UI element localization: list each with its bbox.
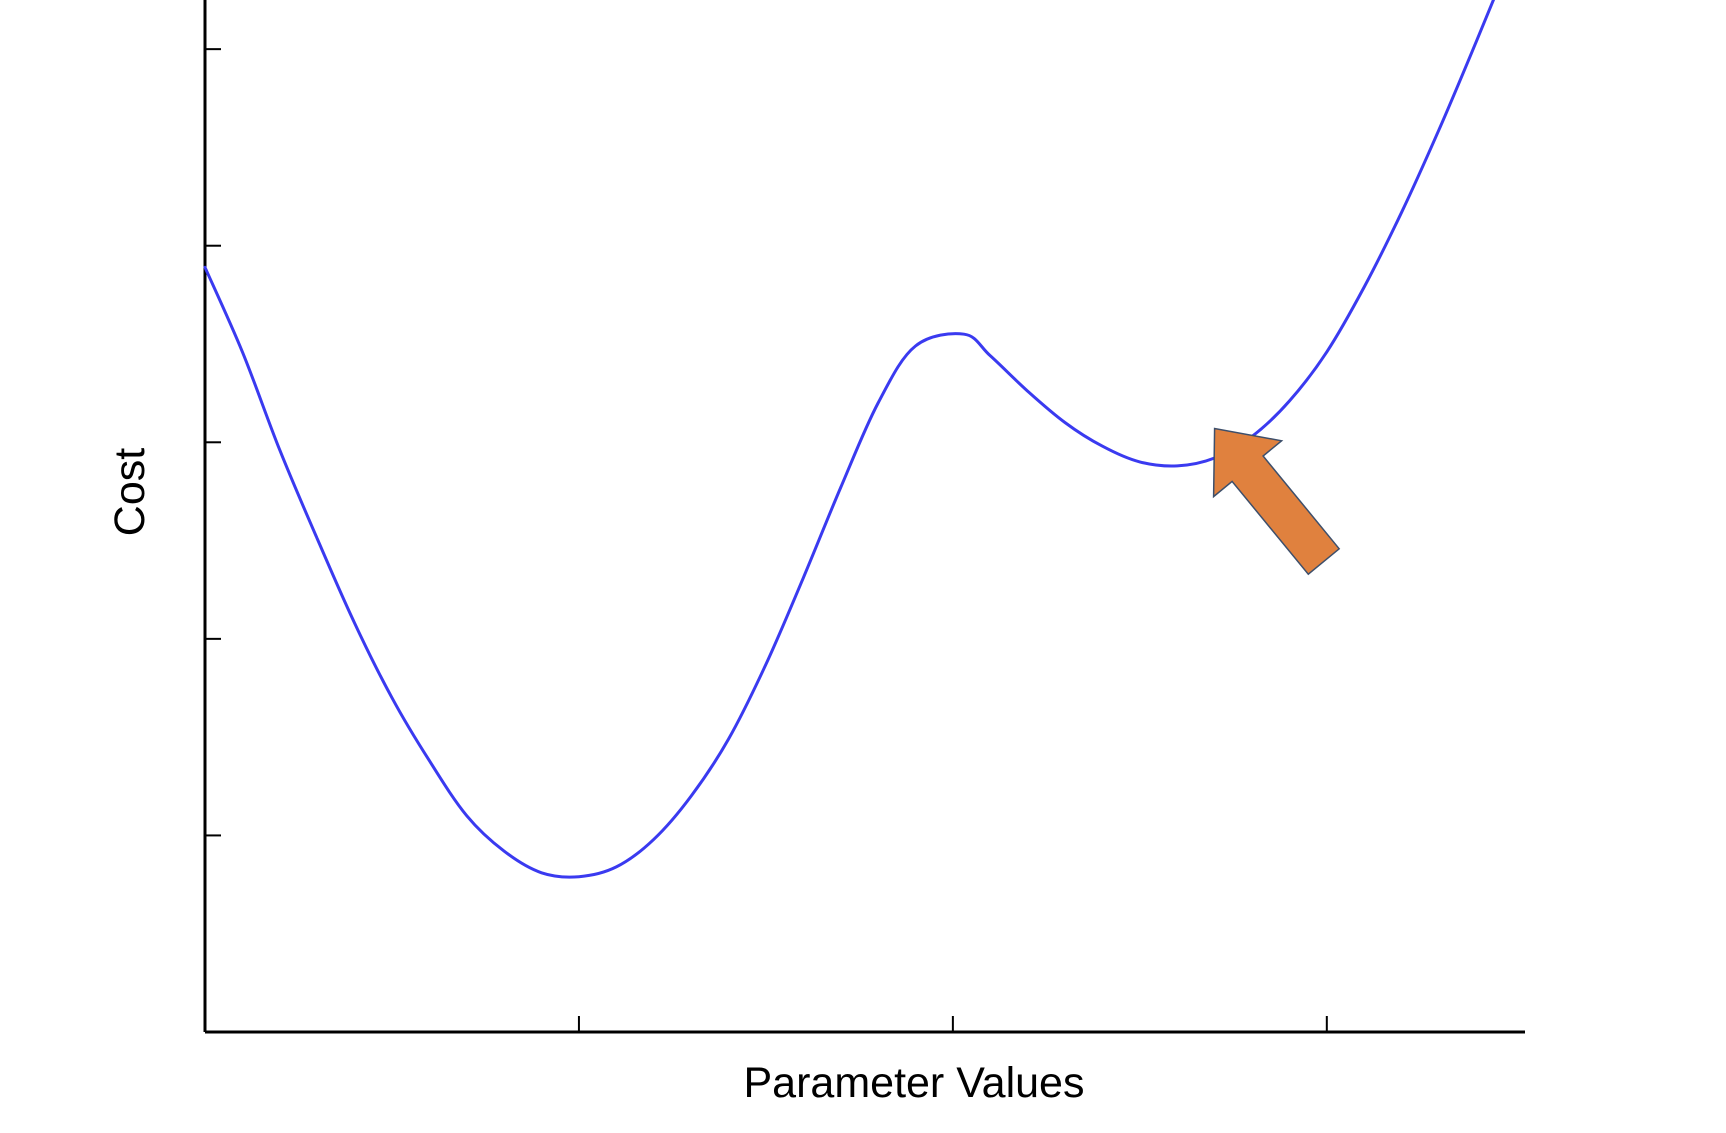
x-axis-ticks bbox=[577, 1016, 1328, 1032]
local-minimum-arrow bbox=[1212, 427, 1341, 576]
axes bbox=[203, 0, 1525, 1034]
y-axis-label: Cost bbox=[106, 448, 154, 536]
x-axis-label: Parameter Values bbox=[744, 1059, 1085, 1107]
annotation-layer bbox=[1212, 427, 1341, 576]
y-axis-ticks bbox=[205, 48, 221, 837]
cost-curve-line bbox=[203, 0, 1496, 879]
series-layer bbox=[203, 0, 1496, 879]
